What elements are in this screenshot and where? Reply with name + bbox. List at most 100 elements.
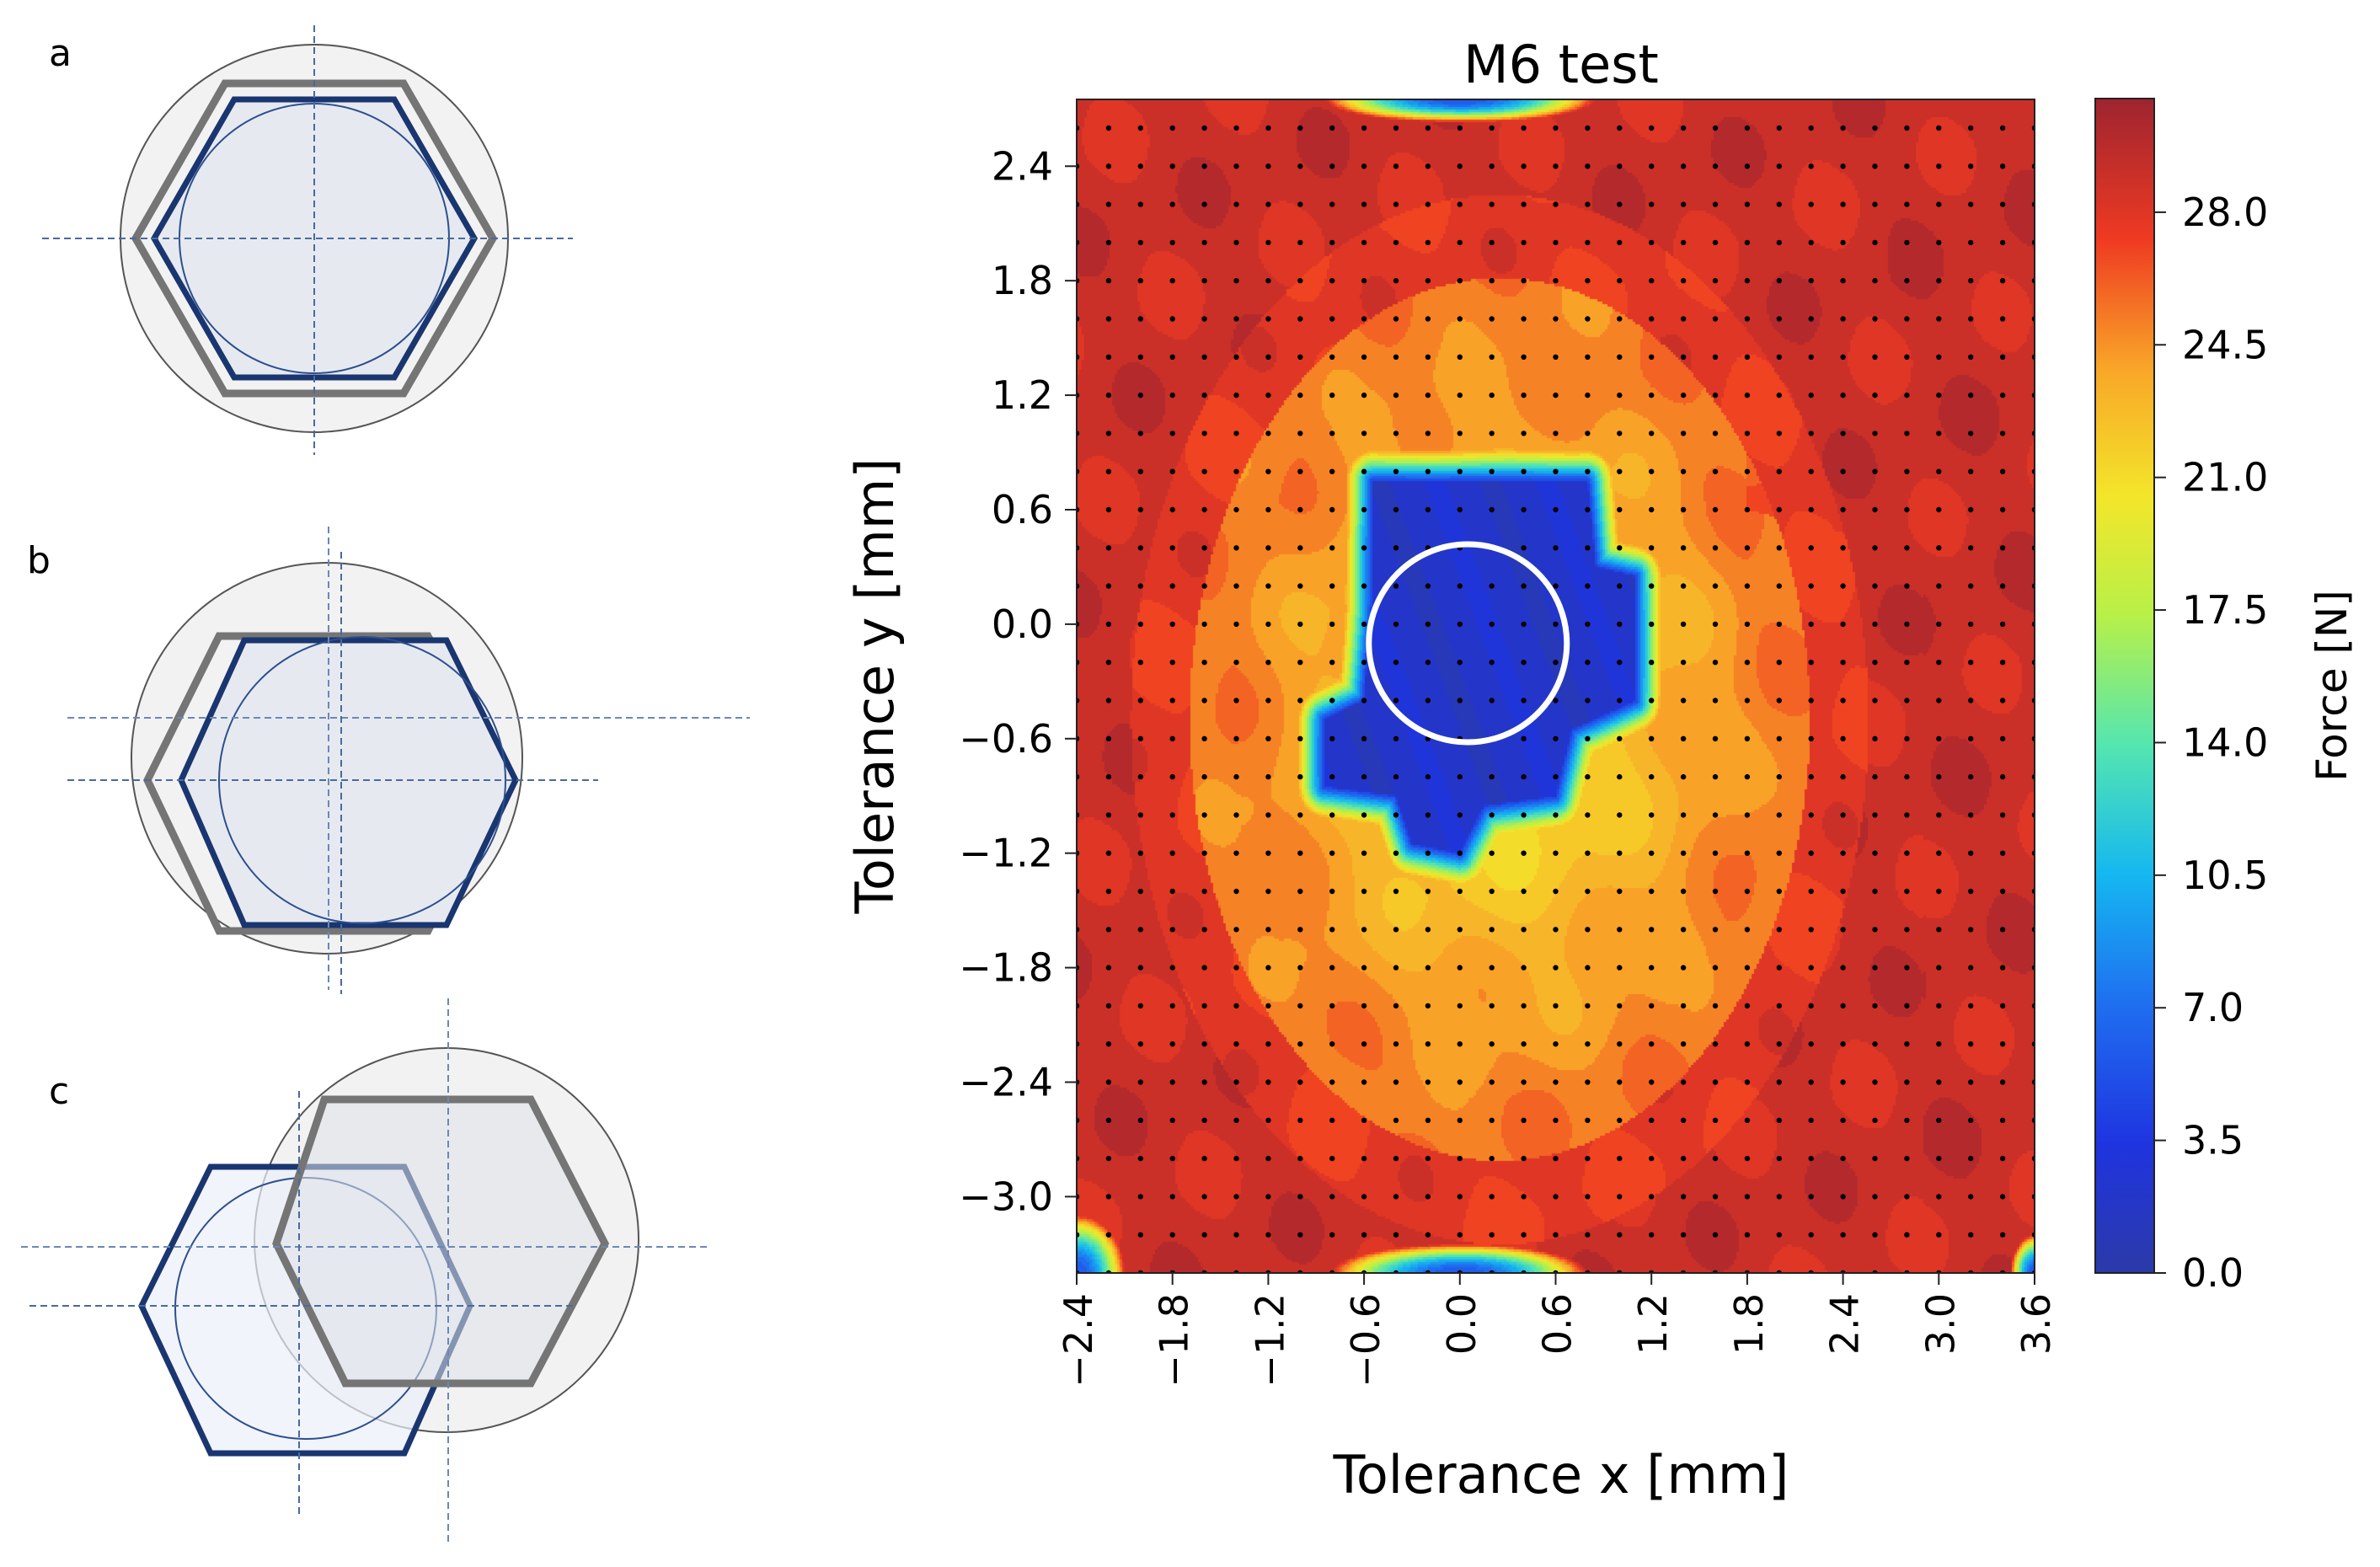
measurement-point: [1872, 1155, 1878, 1162]
measurement-point: [1329, 735, 1335, 741]
measurement-point: [1585, 888, 1591, 895]
measurement-point: [1649, 1003, 1655, 1009]
measurement-point: [1105, 1232, 1112, 1238]
measurement-point: [1521, 316, 1527, 322]
measurement-point: [1361, 163, 1367, 169]
measurement-point: [1201, 125, 1207, 131]
measurement-point: [1393, 392, 1399, 398]
measurement-point: [1137, 163, 1144, 169]
measurement-point: [1201, 506, 1207, 513]
measurement-point: [1233, 354, 1239, 360]
measurement-point: [1361, 965, 1367, 971]
measurement-point: [1936, 316, 1942, 322]
measurement-point: [1425, 1117, 1431, 1124]
measurement-point: [1999, 660, 2006, 666]
measurement-point: [1617, 812, 1623, 818]
measurement-point: [1808, 201, 1814, 207]
measurement-point: [1457, 1232, 1463, 1238]
measurement-point: [1329, 239, 1335, 246]
measurement-point: [1553, 201, 1559, 207]
measurement-point: [1585, 735, 1591, 741]
measurement-point: [1457, 927, 1463, 933]
measurement-point: [1329, 431, 1335, 436]
colorbar-tick-label: 0.0: [2182, 1250, 2244, 1296]
measurement-point: [1712, 927, 1719, 933]
measurement-point: [1776, 735, 1782, 741]
measurement-point: [1904, 927, 1910, 933]
measurement-point: [1553, 888, 1559, 895]
measurement-point: [1489, 1117, 1495, 1124]
measurement-point: [1904, 583, 1910, 589]
measurement-point: [1489, 1194, 1495, 1200]
x-tick-label: 0.0: [1439, 1293, 1484, 1355]
measurement-point: [1904, 621, 1910, 628]
measurement-point: [1201, 698, 1207, 703]
measurement-point: [1553, 621, 1559, 628]
measurement-point: [1904, 506, 1910, 513]
measurement-point: [1489, 773, 1495, 780]
measurement-point: [1968, 1041, 1974, 1047]
measurement-point: [1840, 888, 1846, 895]
measurement-point: [1712, 1232, 1719, 1238]
measurement-point: [1744, 1079, 1751, 1085]
measurement-point: [1265, 506, 1271, 513]
colorbar-tick-label: 28.0: [2182, 190, 2268, 235]
measurement-point: [1744, 239, 1751, 246]
measurement-point: [1201, 583, 1207, 589]
colorbar-tick-label: 14.0: [2182, 719, 2268, 765]
measurement-point: [1521, 1117, 1527, 1124]
measurement-point: [1521, 1194, 1527, 1200]
measurement-point: [1265, 927, 1271, 933]
panel-b: b: [27, 527, 750, 994]
measurement-point: [1297, 773, 1303, 780]
measurement-point: [1329, 125, 1335, 131]
measurement-point: [1265, 1117, 1271, 1124]
measurement-point: [1361, 125, 1367, 131]
measurement-point: [1105, 1117, 1112, 1124]
measurement-point: [1393, 201, 1399, 207]
measurement-point: [1904, 1117, 1910, 1124]
measurement-point: [1265, 1155, 1271, 1162]
measurement-point: [1617, 735, 1623, 741]
measurement-point: [1712, 660, 1719, 666]
measurement-point: [1744, 735, 1751, 741]
measurement-point: [1840, 621, 1846, 628]
measurement-point: [1553, 1155, 1559, 1162]
measurement-point: [1393, 506, 1399, 513]
measurement-point: [1457, 354, 1463, 360]
measurement-point: [1553, 316, 1559, 322]
measurement-point: [1521, 1232, 1527, 1238]
measurement-point: [1105, 392, 1112, 398]
measurement-point: [1169, 354, 1175, 360]
measurement-point: [1680, 354, 1687, 360]
measurement-point: [1265, 850, 1271, 856]
measurement-point: [1744, 1194, 1751, 1200]
measurement-point: [1744, 965, 1751, 971]
measurement-point: [1105, 316, 1112, 322]
measurement-point: [1840, 660, 1846, 666]
measurement-point: [1489, 698, 1495, 703]
measurement-point: [1169, 965, 1175, 971]
measurement-point: [1712, 773, 1719, 780]
measurement-point: [1233, 927, 1239, 933]
measurement-point: [1233, 125, 1239, 131]
measurement-point: [1808, 583, 1814, 589]
measurement-point: [1137, 431, 1144, 436]
measurement-point: [1553, 1117, 1559, 1124]
measurement-point: [1553, 660, 1559, 666]
measurement-point: [1137, 239, 1144, 246]
measurement-point: [1872, 1232, 1878, 1238]
measurement-point: [1840, 201, 1846, 207]
measurement-point: [1233, 431, 1239, 436]
measurement-point: [1393, 431, 1399, 436]
measurement-point: [1999, 468, 2006, 474]
measurement-point: [1680, 583, 1687, 589]
measurement-point: [1649, 660, 1655, 666]
measurement-point: [1904, 965, 1910, 971]
measurement-point: [1936, 773, 1942, 780]
measurement-point: [1617, 1117, 1623, 1124]
measurement-point: [1425, 278, 1431, 284]
measurement-point: [1840, 583, 1846, 589]
measurement-point: [1393, 1194, 1399, 1200]
measurement-point: [1999, 278, 2006, 284]
